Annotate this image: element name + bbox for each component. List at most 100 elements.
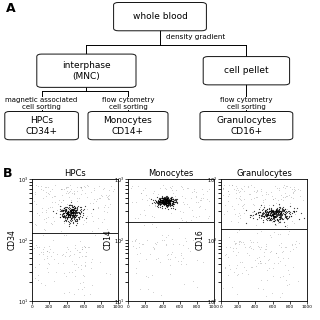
Point [267,256,272,261]
Point [228,219,234,224]
Point [294,238,299,244]
Point [164,203,169,208]
Point [246,185,251,190]
Point [74,261,79,267]
Point [68,186,74,191]
Point [161,202,166,207]
Point [133,265,139,270]
Point [164,200,169,205]
Point [66,210,71,215]
Point [267,218,272,223]
Point [233,240,238,245]
Point [160,205,165,211]
Point [241,210,246,215]
Point [163,201,168,206]
Point [265,191,270,196]
Point [159,196,164,201]
Point [67,206,72,212]
Point [69,200,74,205]
Point [221,211,227,216]
Point [262,205,267,211]
Point [268,208,273,213]
Point [129,183,134,188]
Point [162,196,167,201]
Point [70,210,75,215]
Point [97,196,102,201]
Point [60,208,65,213]
Point [164,198,170,203]
Point [165,201,170,206]
Point [157,199,162,204]
Point [48,220,53,225]
Point [225,188,230,193]
Point [274,217,279,222]
Point [162,198,167,203]
Point [72,212,77,217]
Point [151,200,156,205]
Point [269,212,274,217]
Point [236,196,242,201]
Point [160,199,165,204]
Point [155,199,160,204]
Point [152,214,157,219]
Point [283,206,288,211]
Point [272,211,277,216]
Point [165,198,170,204]
Point [69,213,74,218]
Text: flow cytometry
cell sorting: flow cytometry cell sorting [220,97,273,110]
Point [272,208,277,213]
Point [283,215,288,220]
Point [277,214,283,219]
Point [272,217,277,222]
Point [166,195,171,200]
Point [163,199,168,204]
Point [261,202,267,207]
Point [267,217,272,222]
Point [263,212,268,218]
Point [266,212,271,217]
Point [280,249,285,254]
Point [71,209,76,214]
Point [60,214,66,219]
Point [287,213,292,219]
Point [280,208,285,213]
Point [59,211,64,216]
Point [69,208,75,213]
Point [275,210,280,215]
Point [266,209,271,214]
Point [248,196,253,201]
Point [267,202,272,207]
Point [80,247,85,252]
Point [284,217,289,222]
Point [186,204,191,209]
Point [283,262,288,268]
Point [268,233,273,238]
Point [166,198,171,204]
Point [64,188,69,194]
Point [72,210,77,215]
Point [283,185,288,190]
Point [159,198,164,203]
Point [293,208,298,213]
Point [159,197,164,203]
Point [221,186,226,191]
Point [229,284,235,290]
Point [163,199,168,204]
Point [285,210,290,215]
Point [170,199,175,204]
Point [267,209,272,214]
Point [282,208,287,213]
Point [163,202,168,207]
Point [258,202,263,207]
Point [41,227,46,232]
Point [276,208,281,213]
Point [141,207,146,212]
Point [265,210,270,215]
Point [154,239,159,244]
Point [159,199,164,204]
Point [78,184,84,189]
Point [154,257,159,262]
Point [78,186,83,191]
Point [275,212,280,217]
Point [106,192,111,197]
